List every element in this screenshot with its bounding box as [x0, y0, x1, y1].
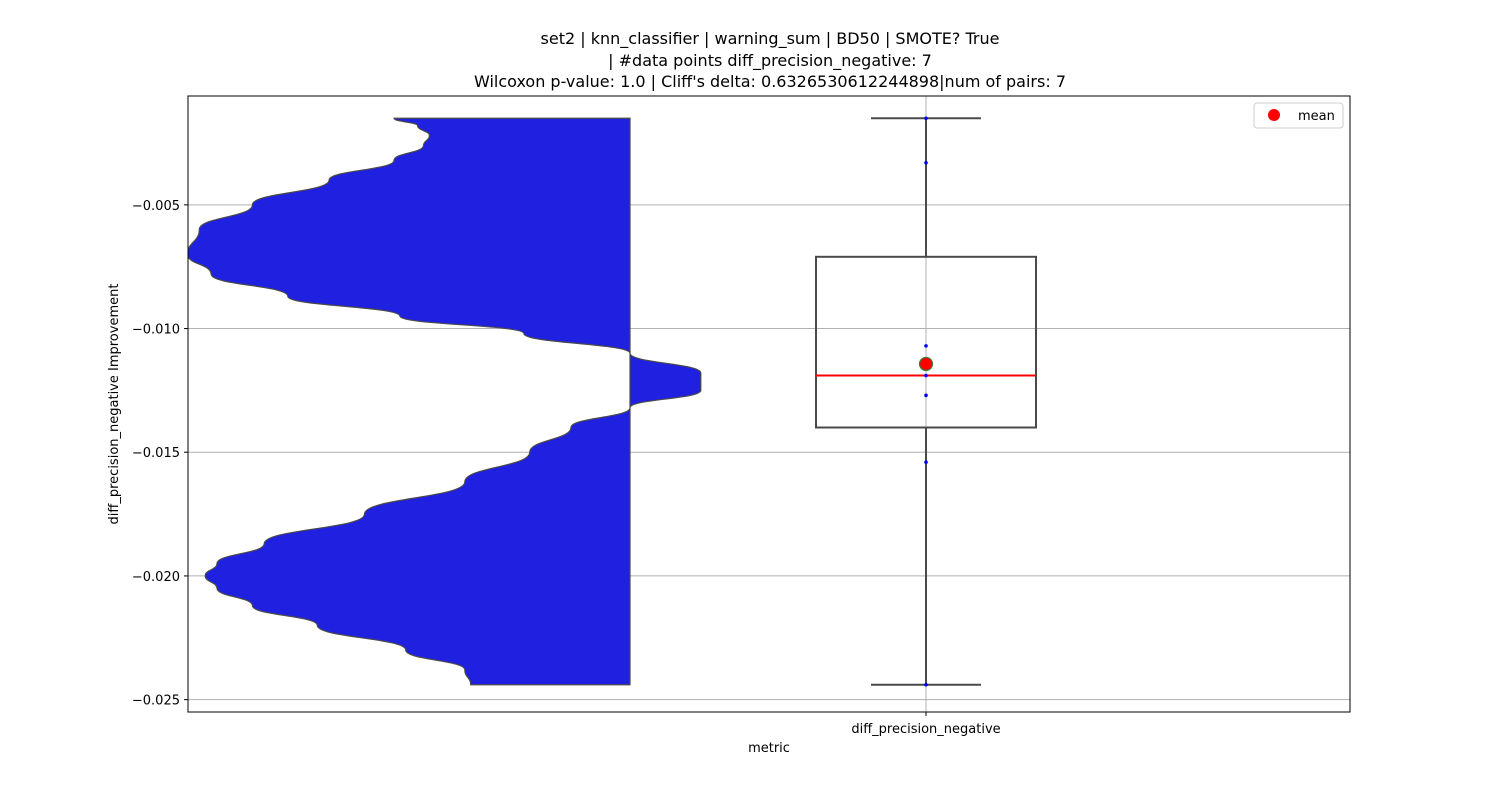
y-axis-label: diff_precision_negative Improvement — [107, 284, 122, 525]
y-axis-ticks: −0.005 −0.010 −0.015 −0.020 −0.025 — [132, 199, 188, 709]
data-point — [924, 393, 928, 398]
data-point — [924, 460, 928, 464]
x-axis-label: metric — [748, 741, 790, 756]
y-tick-label: −0.010 — [132, 323, 180, 338]
plot-frame — [187, 95, 1351, 713]
y-tick-label: −0.025 — [132, 694, 180, 709]
data-point — [924, 160, 928, 165]
data-point — [924, 682, 928, 687]
violin-body — [188, 117, 702, 686]
chart-title-line-1: set2 | knn_classifier | warning_sum | BD… — [540, 29, 1000, 48]
legend-frame — [1253, 102, 1344, 129]
legend: mean — [1253, 102, 1344, 129]
data-points — [918, 116, 934, 687]
legend-label-mean: mean — [1298, 109, 1335, 124]
chart-title-line-2: | #data points diff_precision_negative: … — [608, 51, 932, 70]
mean-marker — [918, 356, 934, 372]
iqr-box — [815, 255, 1037, 429]
chart-title-line-3: Wilcoxon p-value: 1.0 | Cliff's delta: 0… — [473, 72, 1066, 91]
x-axis-ticks: diff_precision_negative — [851, 712, 1001, 737]
y-tick-label: −0.020 — [132, 570, 180, 585]
legend-mean-marker — [1268, 109, 1280, 121]
data-point — [924, 116, 928, 121]
data-point — [924, 373, 928, 378]
y-tick-label: −0.005 — [132, 199, 180, 214]
data-point — [924, 344, 928, 348]
y-tick-label: −0.015 — [132, 446, 180, 461]
x-tick-label: diff_precision_negative — [851, 722, 1000, 737]
violin-layer — [188, 117, 702, 686]
